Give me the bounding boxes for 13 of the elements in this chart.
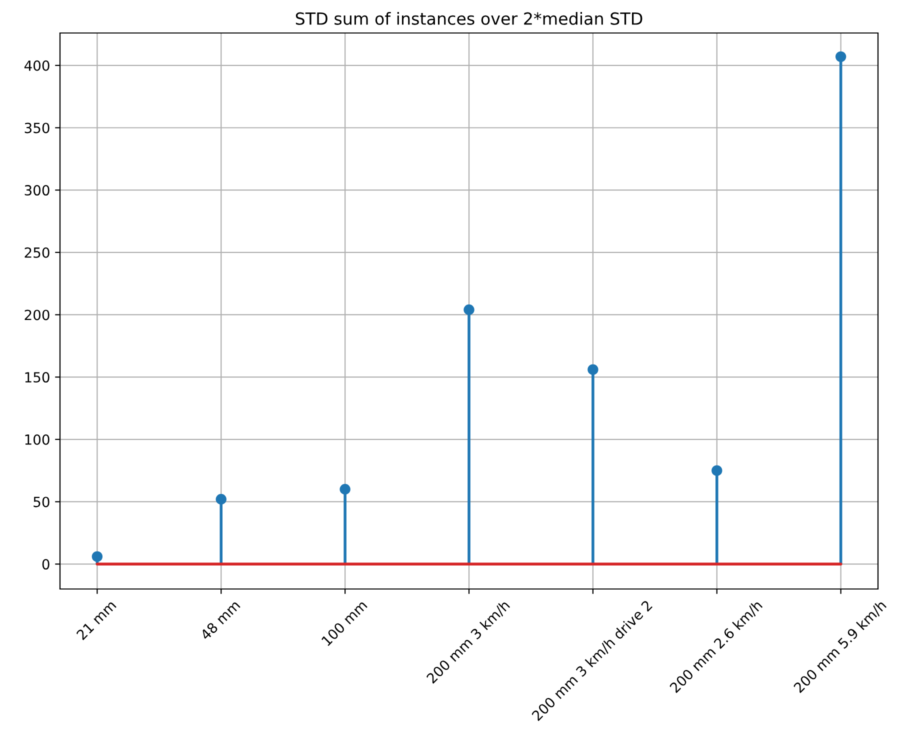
y-tick-label: 100 [25, 434, 50, 445]
x-tick-label: 21 mm [76, 600, 116, 640]
y-tick-label: 300 [24, 185, 50, 196]
y-tick-label: 0 [42, 559, 50, 570]
y-tick-label: 350 [24, 122, 50, 134]
x-tick-label: 100 mm [321, 600, 368, 646]
y-tick-label: 200 [24, 310, 50, 320]
y-tick-label: 250 [24, 247, 50, 258]
y-tick-label: 400 [24, 60, 50, 71]
chart-title: STD sum of instances over 2*median STD [296, 12, 642, 25]
y-tick-label: 50 [34, 496, 50, 508]
y-tick-label: 150 [25, 372, 50, 383]
x-tick-label: 48 mm [200, 600, 241, 641]
